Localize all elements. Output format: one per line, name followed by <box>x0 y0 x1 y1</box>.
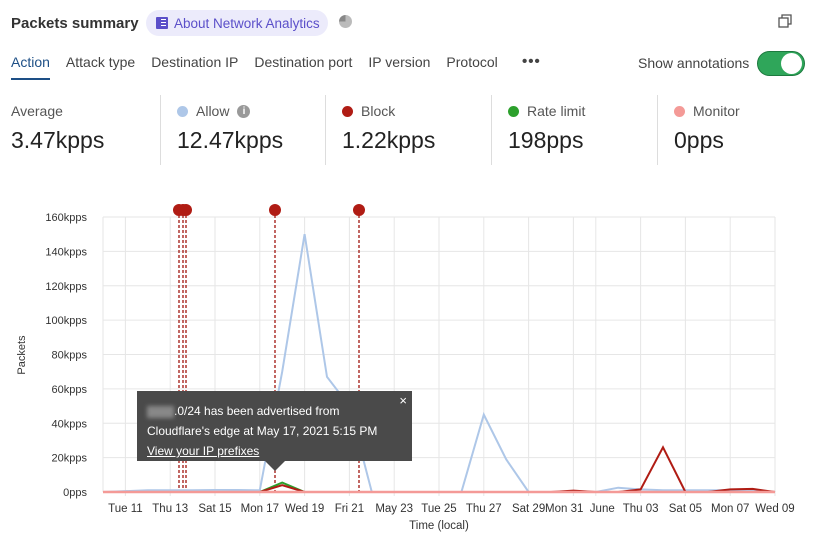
x-tick-label: Sat 15 <box>198 503 231 515</box>
y-tick-label: 100kpps <box>45 315 87 327</box>
y-tick-label: 20kpps <box>52 453 88 465</box>
x-tick-label: Wed 09 <box>755 503 794 515</box>
tab-ip-version[interactable]: IP version <box>368 54 431 70</box>
about-network-analytics-link[interactable]: About Network Analytics <box>146 10 328 36</box>
tooltip-text: Cloudflare's edge at May 17, 2021 5:15 P… <box>147 424 378 438</box>
x-tick-label: June <box>590 503 615 515</box>
y-tick-label: 60kpps <box>52 384 88 396</box>
tab-attack-type[interactable]: Attack type <box>65 54 136 70</box>
x-tick-label: Wed 19 <box>285 503 324 515</box>
stat-label: Allow <box>196 103 230 119</box>
show-annotations-label: Show annotations <box>638 55 750 71</box>
stat-value: 3.47kpps <box>11 127 105 153</box>
y-tick-label: 80kpps <box>52 350 88 362</box>
annotation-marker <box>180 204 192 216</box>
x-tick-label: Mon 07 <box>711 503 749 515</box>
stat-value: 1.22kpps <box>342 127 436 153</box>
y-tick-label: 120kpps <box>45 281 87 293</box>
tab-destination-port[interactable]: Destination port <box>254 54 353 70</box>
expand-icon[interactable] <box>778 14 792 28</box>
x-tick-label: Thu 13 <box>152 503 188 515</box>
x-tick-label: Tue 25 <box>421 503 456 515</box>
tab-protocol[interactable]: Protocol <box>446 54 498 70</box>
redacted-ip <box>147 405 174 418</box>
stats-row: Average 3.47kpps Allow i 12.47kpps Block 1.2… <box>0 95 807 165</box>
x-tick-label: Mon 17 <box>241 503 279 515</box>
x-tick-label: Sat 05 <box>669 503 702 515</box>
allow-dot-icon <box>177 105 188 117</box>
y-tick-label: 0pps <box>63 487 87 499</box>
show-annotations-toggle[interactable] <box>757 51 805 76</box>
block-dot-icon <box>342 105 353 117</box>
stat-value: 0pps <box>674 127 724 153</box>
close-icon[interactable]: × <box>399 393 407 408</box>
book-icon <box>156 17 168 29</box>
more-tabs-button[interactable]: ••• <box>522 53 541 70</box>
y-tick-label: 140kpps <box>45 246 87 258</box>
tab-bar: Action Attack type Destination IP Destin… <box>11 54 514 80</box>
stat-allow: Allow i 12.47kpps <box>160 95 325 165</box>
monitor-dot-icon <box>674 105 685 117</box>
stat-block: Block 1.22kpps <box>325 95 491 165</box>
stat-label: Block <box>361 103 396 119</box>
about-label: About Network Analytics <box>174 15 320 31</box>
x-tick-label: Thu 27 <box>466 503 502 515</box>
view-ip-prefixes-link[interactable]: View your IP prefixes <box>147 444 260 458</box>
info-icon[interactable]: i <box>237 104 251 118</box>
x-tick-label: Fri 21 <box>335 503 364 515</box>
stat-label: Average <box>11 103 63 119</box>
stat-value: 198pps <box>508 127 584 153</box>
x-axis-label: Time (local) <box>409 520 469 532</box>
rate-limit-dot-icon <box>508 105 519 117</box>
pie-chart-icon[interactable] <box>339 15 352 28</box>
tab-action[interactable]: Action <box>11 54 50 80</box>
stat-value: 12.47kpps <box>177 127 284 153</box>
tooltip-text: .0/24 has been advertised from <box>174 404 340 418</box>
stat-average: Average 3.47kpps <box>0 95 160 165</box>
stat-label: Monitor <box>693 103 740 119</box>
x-tick-label: Mon 31 <box>545 503 583 515</box>
page-title: Packets summary <box>11 15 139 32</box>
x-tick-label: Sat 29 <box>512 503 545 515</box>
x-tick-label: Tue 11 <box>108 503 143 515</box>
stat-monitor: Monitor 0pps <box>657 95 807 165</box>
stat-label: Rate limit <box>527 103 586 119</box>
annotation-marker <box>269 204 281 216</box>
x-tick-label: Thu 03 <box>623 503 659 515</box>
y-tick-label: 40kpps <box>52 418 88 430</box>
y-tick-label: 160kpps <box>45 212 87 224</box>
annotation-tooltip: × .0/24 has been advertised from Cloudfl… <box>137 391 412 471</box>
annotation-marker <box>353 204 365 216</box>
x-tick-label: May 23 <box>375 503 413 515</box>
tab-destination-ip[interactable]: Destination IP <box>151 54 239 70</box>
stat-rate-limit: Rate limit 198pps <box>491 95 657 165</box>
y-axis-label: Packets <box>16 335 28 375</box>
